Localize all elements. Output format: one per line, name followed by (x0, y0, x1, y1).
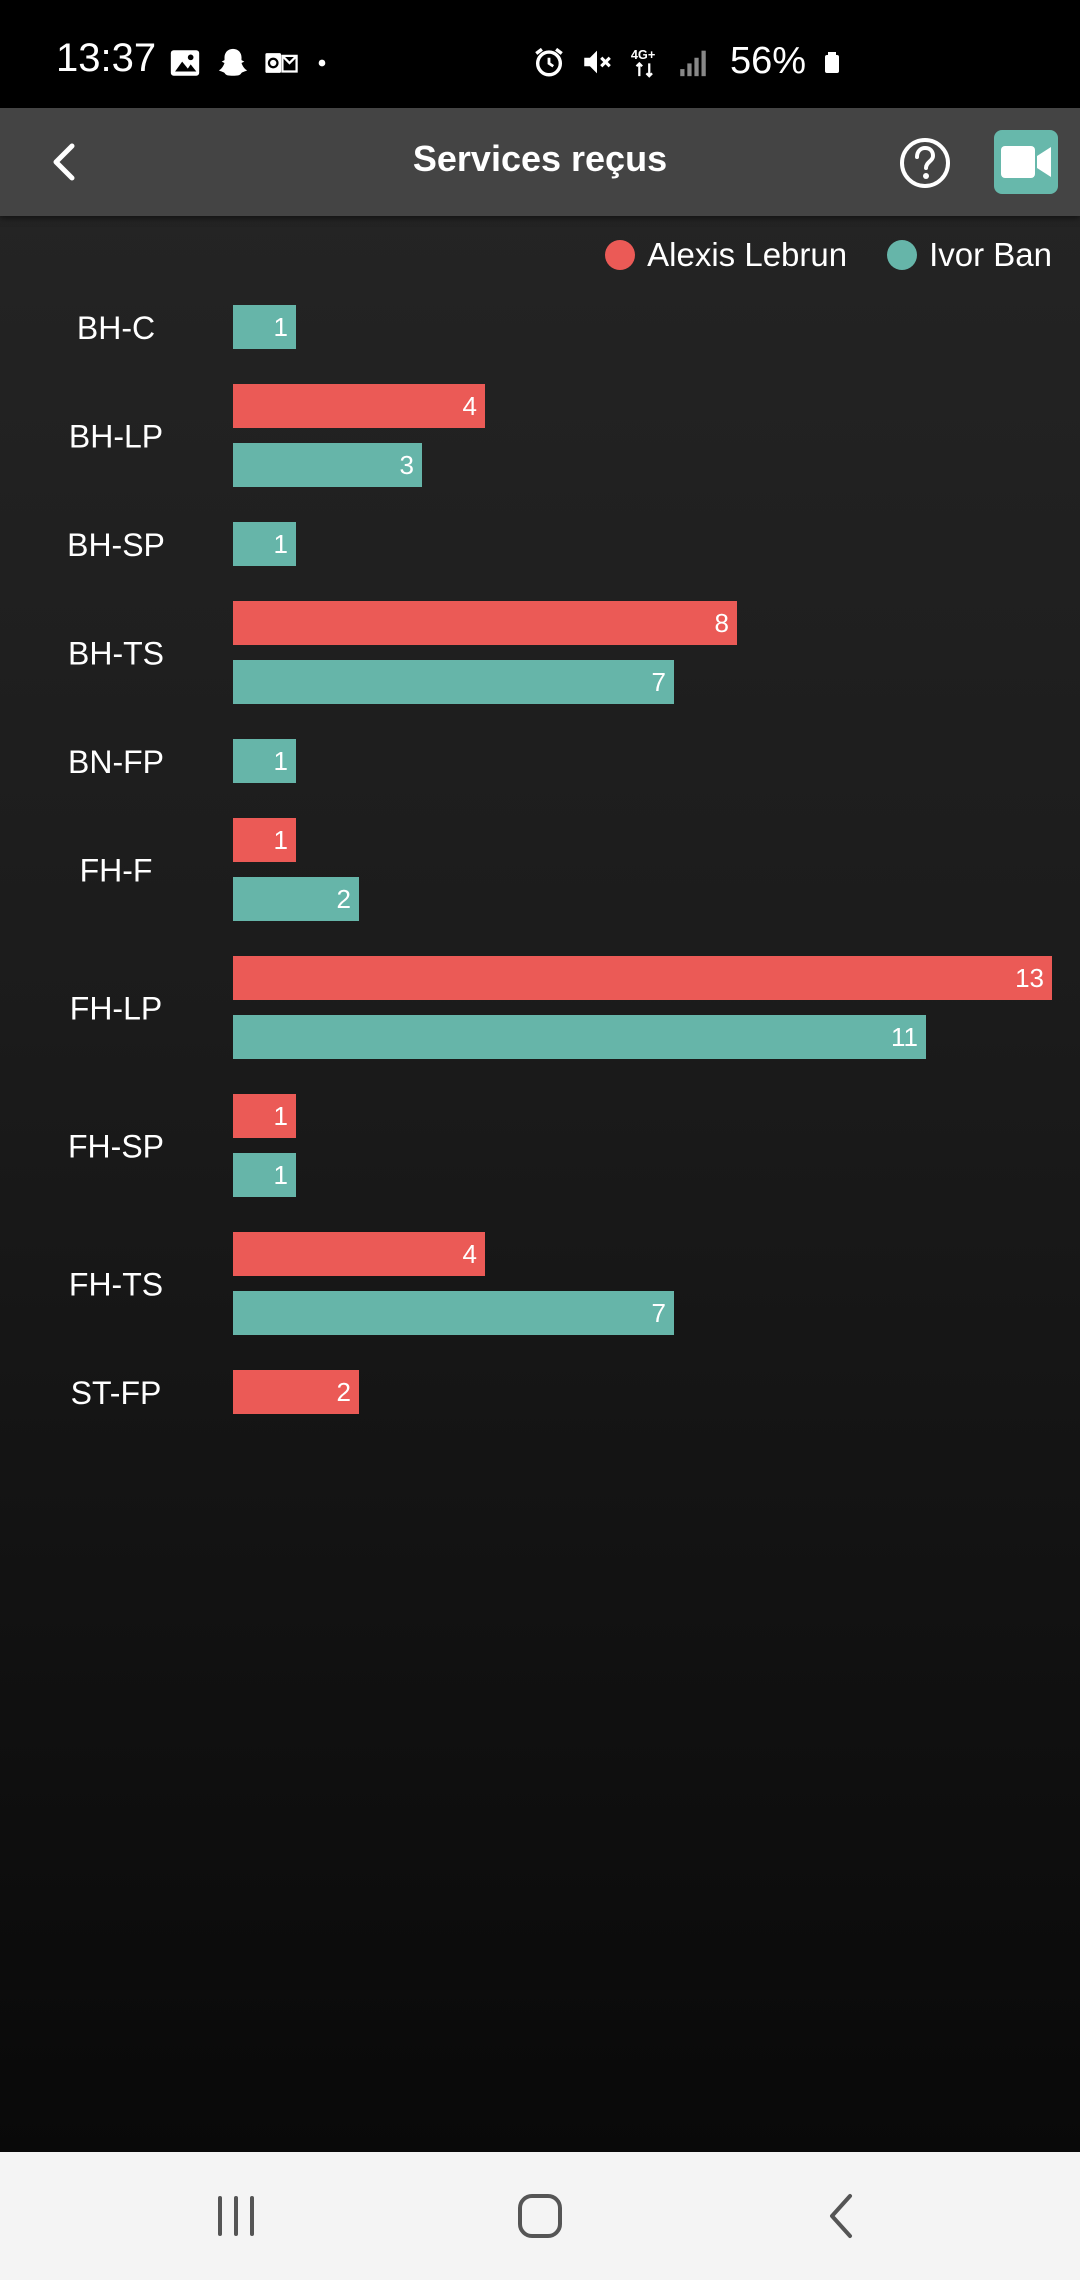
category-label: BH-LP (69, 419, 163, 455)
bar-bn-fp-ivor[interactable] (233, 739, 296, 783)
legend-item-ivor: Ivor Ban (887, 236, 1052, 274)
status-time: 13:37 (56, 36, 157, 80)
category-label: BH-C (77, 310, 155, 346)
bar-st-fp-alexis[interactable] (233, 1370, 359, 1414)
bar-value-label: 1 (274, 1160, 288, 1190)
bar-fh-f-ivor[interactable] (233, 877, 359, 921)
snapchat-icon (218, 48, 248, 76)
bar-value-label: 1 (274, 746, 288, 776)
outlook-icon (265, 53, 298, 73)
bar-value-label: 1 (274, 1101, 288, 1131)
recent-apps-icon (218, 2196, 254, 2236)
chevron-left-icon (53, 143, 75, 181)
bar-value-label: 1 (274, 825, 288, 855)
bar-value-label: 13 (1015, 963, 1044, 993)
bar-bh-sp-ivor[interactable] (233, 522, 296, 566)
bar-fh-lp-ivor[interactable] (233, 1015, 926, 1059)
bar-value-label: 3 (400, 450, 414, 480)
category-label: FH-LP (70, 991, 162, 1027)
alarm-icon (535, 47, 563, 76)
mute-icon (584, 50, 611, 73)
category-label: ST-FP (71, 1375, 162, 1411)
bar-fh-sp-alexis[interactable] (233, 1094, 296, 1138)
services-bar-chart: BH-C 1 BH-LP 4 3 BH-SP 1 BH-TS 8 7 BN-FP 1 FH-F 1 2 FH-… (67, 305, 1052, 1414)
bar-bh-lp-ivor[interactable] (233, 443, 422, 487)
svg-text:4G+: 4G+ (631, 47, 655, 62)
app-header: Services reçus (0, 108, 1080, 216)
category-label: FH-TS (69, 1267, 163, 1303)
bar-value-label: 4 (463, 391, 477, 421)
bar-bh-c-ivor[interactable] (233, 305, 296, 349)
bar-fh-ts-ivor[interactable] (233, 1291, 674, 1335)
page-title: Services reçus (412, 138, 668, 179)
category-label: BH-SP (67, 527, 165, 563)
video-camera-icon (1001, 146, 1051, 178)
legend-label: Alexis Lebrun (647, 236, 848, 273)
back-icon (830, 2194, 852, 2238)
bar-fh-lp-alexis[interactable] (233, 956, 1052, 1000)
network-4g-icon: 4G+ (631, 47, 655, 78)
category-label: BN-FP (68, 744, 164, 780)
dot-icon (318, 59, 326, 67)
home-button[interactable] (510, 2186, 570, 2246)
home-icon (518, 2194, 562, 2238)
category-label: BH-TS (68, 636, 164, 672)
category-label: FH-SP (68, 1129, 164, 1165)
recent-apps-button[interactable] (206, 2186, 266, 2246)
category-label: FH-F (80, 853, 153, 889)
bar-bh-lp-alexis[interactable] (233, 384, 485, 428)
bar-value-label: 1 (274, 312, 288, 342)
help-button[interactable] (898, 136, 952, 190)
signal-icon (680, 50, 706, 76)
battery-icon (825, 51, 840, 73)
battery-percent: 56% (730, 40, 807, 82)
video-button[interactable] (994, 130, 1058, 194)
bar-value-label: 2 (337, 884, 351, 914)
help-circle-icon (900, 138, 950, 188)
legend-dot-red (605, 240, 636, 270)
bar-fh-ts-alexis[interactable] (233, 1232, 485, 1276)
bar-value-label: 2 (337, 1377, 351, 1407)
chart-legend: Alexis Lebrun Ivor Ban (605, 236, 1052, 274)
bar-bh-ts-alexis[interactable] (233, 601, 737, 645)
bar-value-label: 8 (715, 608, 729, 638)
bar-bh-ts-ivor[interactable] (233, 660, 674, 704)
back-button[interactable] (36, 132, 96, 192)
bar-value-label: 4 (463, 1239, 477, 1269)
gallery-icon (170, 50, 200, 76)
bar-value-label: 11 (891, 1022, 918, 1052)
bar-value-label: 1 (274, 529, 288, 559)
legend-item-alexis: Alexis Lebrun (605, 236, 847, 274)
bar-value-label: 7 (652, 1298, 666, 1328)
bar-value-label: 7 (652, 667, 666, 697)
legend-dot-teal (887, 240, 918, 270)
bar-fh-f-alexis[interactable] (233, 818, 296, 862)
nav-back-button[interactable] (812, 2186, 872, 2246)
legend-label: Ivor Ban (929, 236, 1052, 273)
bar-fh-sp-ivor[interactable] (233, 1153, 296, 1197)
status-bar: 13:37 4G+ 56% (0, 0, 1080, 108)
system-nav-bar (0, 2152, 1080, 2280)
